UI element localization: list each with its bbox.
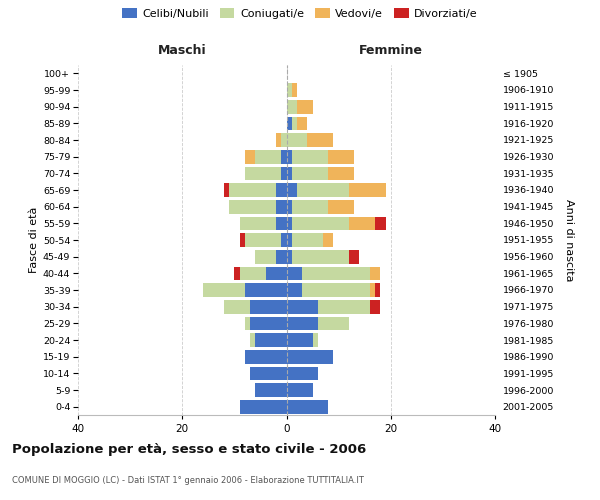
Text: COMUNE DI MOGGIO (LC) - Dati ISTAT 1° gennaio 2006 - Elaborazione TUTTITALIA.IT: COMUNE DI MOGGIO (LC) - Dati ISTAT 1° ge… bbox=[12, 476, 364, 485]
Bar bbox=[328, 150, 354, 164]
Bar bbox=[276, 250, 287, 264]
Bar bbox=[239, 400, 287, 413]
Bar bbox=[266, 266, 287, 280]
Bar bbox=[255, 333, 287, 347]
Bar bbox=[276, 216, 287, 230]
Bar bbox=[292, 250, 349, 264]
Bar bbox=[250, 316, 287, 330]
Bar bbox=[287, 300, 318, 314]
Bar bbox=[224, 300, 250, 314]
Bar bbox=[229, 183, 276, 197]
Bar bbox=[349, 183, 386, 197]
Bar bbox=[328, 200, 354, 213]
Bar bbox=[302, 283, 370, 297]
Bar bbox=[292, 233, 323, 247]
Bar bbox=[287, 83, 292, 97]
Bar bbox=[287, 116, 292, 130]
Bar bbox=[245, 233, 281, 247]
Bar bbox=[245, 316, 250, 330]
Bar bbox=[292, 116, 297, 130]
Bar bbox=[318, 316, 349, 330]
Bar bbox=[287, 150, 292, 164]
Bar bbox=[349, 250, 359, 264]
Bar bbox=[245, 150, 255, 164]
Bar bbox=[287, 333, 313, 347]
Bar bbox=[250, 366, 287, 380]
Bar bbox=[370, 266, 380, 280]
Bar bbox=[349, 216, 375, 230]
Bar bbox=[239, 266, 266, 280]
Bar bbox=[375, 216, 386, 230]
Bar bbox=[281, 133, 287, 147]
Bar bbox=[250, 333, 255, 347]
Bar bbox=[287, 316, 318, 330]
Bar bbox=[287, 233, 292, 247]
Bar bbox=[292, 150, 328, 164]
Bar bbox=[250, 300, 287, 314]
Bar bbox=[287, 283, 302, 297]
Y-axis label: Fasce di età: Fasce di età bbox=[29, 207, 38, 273]
Bar bbox=[255, 250, 276, 264]
Bar bbox=[255, 383, 287, 397]
Bar bbox=[245, 283, 287, 297]
Bar bbox=[239, 233, 245, 247]
Bar bbox=[287, 383, 313, 397]
Bar bbox=[235, 266, 239, 280]
Bar bbox=[276, 183, 287, 197]
Bar bbox=[323, 233, 334, 247]
Bar bbox=[292, 216, 349, 230]
Bar bbox=[297, 183, 349, 197]
Bar bbox=[224, 183, 229, 197]
Bar bbox=[370, 300, 380, 314]
Text: Popolazione per età, sesso e stato civile - 2006: Popolazione per età, sesso e stato civil… bbox=[12, 442, 366, 456]
Bar bbox=[276, 133, 281, 147]
Bar bbox=[287, 366, 318, 380]
Bar bbox=[281, 150, 287, 164]
Bar bbox=[370, 283, 375, 297]
Bar bbox=[287, 400, 328, 413]
Bar bbox=[292, 83, 297, 97]
Bar bbox=[287, 166, 292, 180]
Bar bbox=[318, 300, 370, 314]
Text: Femmine: Femmine bbox=[359, 44, 423, 57]
Bar bbox=[292, 200, 328, 213]
Bar bbox=[245, 350, 287, 364]
Bar bbox=[287, 200, 292, 213]
Bar bbox=[313, 333, 318, 347]
Bar bbox=[287, 350, 334, 364]
Bar bbox=[328, 166, 354, 180]
Bar bbox=[229, 200, 276, 213]
Bar bbox=[203, 283, 245, 297]
Bar bbox=[292, 166, 328, 180]
Bar bbox=[287, 100, 297, 114]
Bar bbox=[297, 116, 307, 130]
Bar bbox=[255, 150, 281, 164]
Bar bbox=[239, 216, 276, 230]
Bar bbox=[287, 133, 307, 147]
Y-axis label: Anni di nascita: Anni di nascita bbox=[564, 198, 574, 281]
Bar bbox=[281, 166, 287, 180]
Bar bbox=[287, 250, 292, 264]
Bar bbox=[287, 266, 302, 280]
Bar bbox=[375, 283, 380, 297]
Bar bbox=[297, 100, 313, 114]
Bar bbox=[245, 166, 281, 180]
Bar bbox=[307, 133, 334, 147]
Bar bbox=[302, 266, 370, 280]
Bar bbox=[281, 233, 287, 247]
Bar bbox=[276, 200, 287, 213]
Text: Maschi: Maschi bbox=[158, 44, 206, 57]
Bar bbox=[287, 183, 297, 197]
Bar bbox=[287, 216, 292, 230]
Legend: Celibi/Nubili, Coniugati/e, Vedovi/e, Divorziati/e: Celibi/Nubili, Coniugati/e, Vedovi/e, Di… bbox=[122, 8, 478, 19]
